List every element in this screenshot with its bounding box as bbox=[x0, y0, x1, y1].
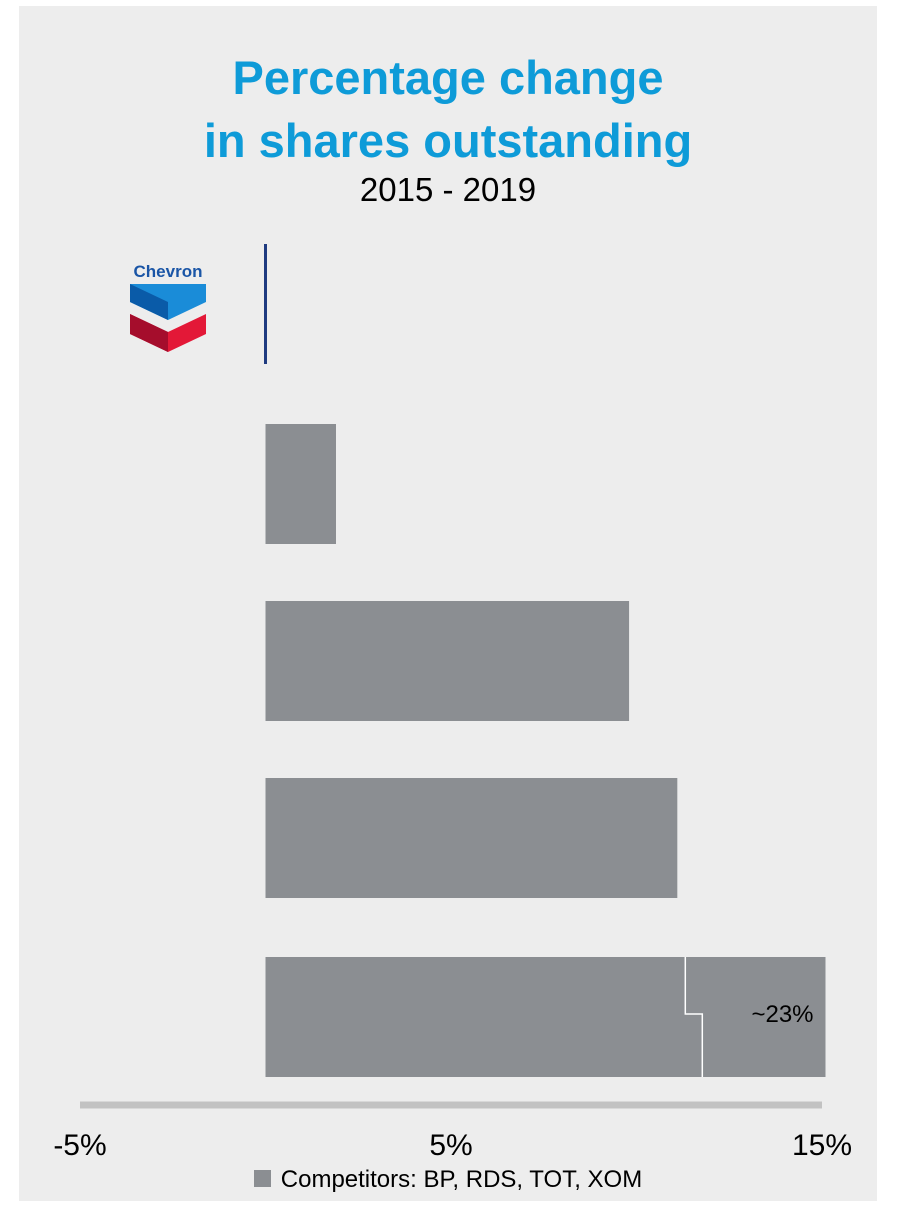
chart-subtitle: 2015 - 2019 bbox=[359, 171, 537, 208]
bar-competitor-3 bbox=[265, 778, 678, 898]
x-tick-label: 5% bbox=[429, 1129, 472, 1162]
bar-competitor-1 bbox=[265, 424, 336, 544]
bar-competitor-4 bbox=[265, 957, 826, 1077]
axis-break-marker bbox=[684, 957, 704, 1077]
bar-competitor-2 bbox=[265, 601, 630, 721]
legend: Competitors: BP, RDS, TOT, XOM bbox=[19, 1166, 877, 1194]
chart-title-line-1: Percentage change bbox=[232, 51, 664, 104]
legend-swatch bbox=[253, 1170, 271, 1188]
logo-lower-chevron-shade bbox=[130, 314, 168, 352]
chevron-logo-icon: Chevron bbox=[130, 262, 206, 352]
logo-upper-chevron-shade bbox=[130, 284, 168, 320]
x-tick-label: -5% bbox=[53, 1129, 106, 1162]
chart-title-line-2: in shares outstanding bbox=[203, 114, 693, 167]
data-label: ~23% bbox=[751, 1001, 813, 1028]
legend-label: Competitors: BP, RDS, TOT, XOM bbox=[280, 1166, 643, 1193]
x-tick-label: 15% bbox=[792, 1129, 852, 1162]
logo-wordmark: Chevron bbox=[134, 262, 203, 281]
